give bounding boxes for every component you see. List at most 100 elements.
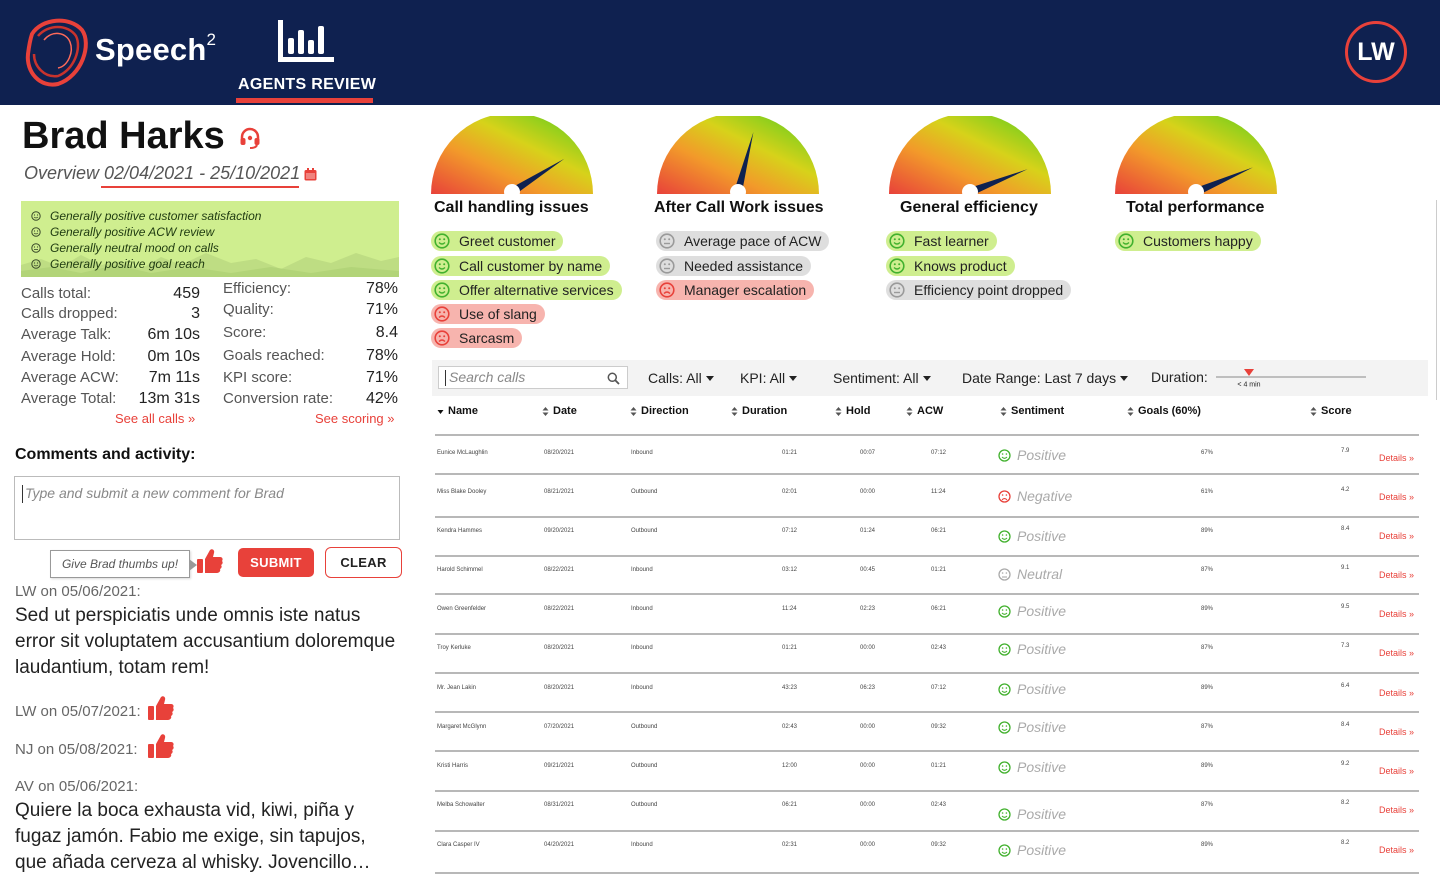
- sort-icon: [1310, 406, 1317, 416]
- sentiment-filter-dropdown[interactable]: Sentiment: All: [833, 370, 931, 386]
- details-link[interactable]: Details »: [1379, 688, 1415, 698]
- thumbs-up-icon: [148, 734, 174, 758]
- calendar-icon[interactable]: [304, 168, 317, 181]
- cell-duration: 07:12: [782, 528, 798, 534]
- duration-slider[interactable]: < 4 min: [1216, 368, 1366, 390]
- cell-goals: 87%: [1201, 802, 1214, 808]
- chevron-down-icon: [1120, 376, 1129, 381]
- calls-filter-dropdown[interactable]: Calls: All: [648, 370, 714, 386]
- date-range-filter-dropdown[interactable]: Date Range: Last 7 days: [962, 370, 1129, 386]
- cell-hold: 00:07: [860, 450, 876, 456]
- details-link[interactable]: Details »: [1379, 766, 1415, 776]
- cell-direction: Inbound: [631, 685, 653, 691]
- summary-item: Generally positive goal reach: [21, 256, 261, 272]
- issue-chip[interactable]: Greet customer: [431, 231, 564, 251]
- top-bar: Speech2 AGENTS REVIEW LW: [0, 0, 1440, 105]
- search-input[interactable]: Search calls: [438, 366, 628, 389]
- issue-chip[interactable]: Fast learner: [886, 231, 997, 251]
- duration-marker-label: < 4 min: [1237, 382, 1260, 389]
- issue-chip[interactable]: Needed assistance: [656, 256, 812, 276]
- row-divider: [435, 516, 1419, 518]
- column-header[interactable]: Score: [1310, 405, 1352, 417]
- details-link[interactable]: Details »: [1379, 531, 1415, 541]
- date-range-underline: [101, 186, 299, 188]
- cell-acw: 06:21: [931, 606, 947, 612]
- details-link[interactable]: Details »: [1379, 492, 1415, 502]
- cell-name: Eunice McLaughlin: [437, 450, 488, 456]
- kpi-filter-dropdown[interactable]: KPI: All: [740, 370, 798, 386]
- thumbs-up-icon[interactable]: [196, 547, 224, 575]
- gauge-dial: [1115, 116, 1277, 196]
- smiley-icon: [998, 448, 1011, 462]
- details-link[interactable]: Details »: [1379, 805, 1415, 815]
- gauge-title: After Call Work issues: [654, 199, 824, 216]
- comment-input[interactable]: Type and submit a new comment for Brad: [14, 476, 400, 540]
- issue-chip[interactable]: Manager escalation: [656, 280, 815, 300]
- sentiment-label: Positive: [1017, 447, 1067, 463]
- cell-goals: 89%: [1201, 528, 1214, 534]
- issue-chip[interactable]: Use of slang: [431, 304, 545, 324]
- column-header[interactable]: Direction: [630, 405, 689, 417]
- see-all-calls-link[interactable]: See all calls »: [115, 411, 196, 426]
- agent-name: Brad Harks: [22, 115, 225, 157]
- date-range-picker[interactable]: 02/04/2021 - 25/10/2021: [104, 163, 301, 183]
- sad-face-icon: [434, 330, 450, 346]
- cell-acw: 07:12: [931, 450, 947, 456]
- row-divider: [435, 633, 1419, 635]
- cell-direction: Inbound: [631, 450, 653, 456]
- column-header[interactable]: Sentiment: [1000, 405, 1064, 417]
- column-header[interactable]: Hold: [835, 405, 870, 417]
- cell-acw: 02:43: [931, 645, 947, 651]
- search-placeholder: Search calls: [449, 369, 526, 385]
- details-link[interactable]: Details »: [1379, 727, 1415, 737]
- cell-hold: 00:00: [860, 489, 876, 495]
- issue-chip[interactable]: Average pace of ACW: [656, 231, 830, 251]
- cell-goals: 61%: [1201, 489, 1214, 495]
- column-header[interactable]: ACW: [906, 405, 943, 417]
- cell-score: 9.1: [1341, 565, 1350, 571]
- details-link[interactable]: Details »: [1379, 648, 1415, 658]
- issue-chip[interactable]: Sarcasm: [431, 328, 523, 348]
- clear-button[interactable]: CLEAR: [325, 547, 402, 578]
- nav-active-indicator: [236, 98, 373, 103]
- issue-chip-label: Fast learner: [914, 233, 989, 249]
- user-avatar[interactable]: LW: [1345, 21, 1407, 83]
- issue-chip[interactable]: Call customer by name: [431, 256, 611, 276]
- sort-desc-icon: [437, 409, 444, 414]
- issue-chip[interactable]: Offer alternative services: [431, 280, 622, 300]
- gauge-title: General efficiency: [900, 199, 1038, 216]
- cell-sentiment: Positive: [998, 528, 1066, 544]
- stat-conversion-rate: Conversion rate: 42%: [223, 390, 398, 407]
- issue-chip[interactable]: Knows product: [886, 256, 1015, 276]
- cell-name: Harold Schimmel: [437, 567, 483, 573]
- submit-button[interactable]: SUBMIT: [238, 548, 314, 577]
- cell-sentiment: Positive: [998, 681, 1066, 697]
- column-header[interactable]: Name: [437, 405, 478, 417]
- sentiment-label: Positive: [1017, 681, 1067, 697]
- slider-handle: [1244, 369, 1254, 376]
- row-divider: [435, 672, 1419, 674]
- see-scoring-link[interactable]: See scoring »: [315, 411, 395, 426]
- issue-chip[interactable]: Customers happy: [1115, 231, 1261, 251]
- cell-sentiment: Positive: [998, 806, 1066, 822]
- thumbs-up-icon: [148, 696, 174, 720]
- column-header[interactable]: Date: [542, 405, 577, 417]
- gauge-needle: [734, 131, 754, 193]
- details-link[interactable]: Details »: [1379, 570, 1415, 580]
- details-link[interactable]: Details »: [1379, 453, 1415, 463]
- column-header[interactable]: Duration: [731, 405, 787, 417]
- cell-name: Margaret McGlynn: [437, 724, 487, 730]
- issue-chip[interactable]: Efficiency point dropped: [886, 280, 1072, 300]
- summary-item: Generally neutral mood on calls: [21, 240, 261, 256]
- chevron-down-icon: [705, 376, 714, 381]
- stat-quality: Quality: 71%: [223, 301, 398, 318]
- bar-chart-icon[interactable]: [276, 18, 336, 64]
- column-header[interactable]: Goals (60%): [1127, 405, 1201, 417]
- cell-direction: Outbound: [631, 528, 658, 534]
- comment-placeholder: Type and submit a new comment for Brad: [25, 485, 284, 501]
- details-link[interactable]: Details »: [1379, 609, 1415, 619]
- gauge-title: Call handling issues: [434, 199, 589, 216]
- details-link[interactable]: Details »: [1379, 845, 1415, 855]
- cell-duration: 06:21: [782, 802, 798, 808]
- nav-agents-review[interactable]: AGENTS REVIEW: [238, 76, 377, 93]
